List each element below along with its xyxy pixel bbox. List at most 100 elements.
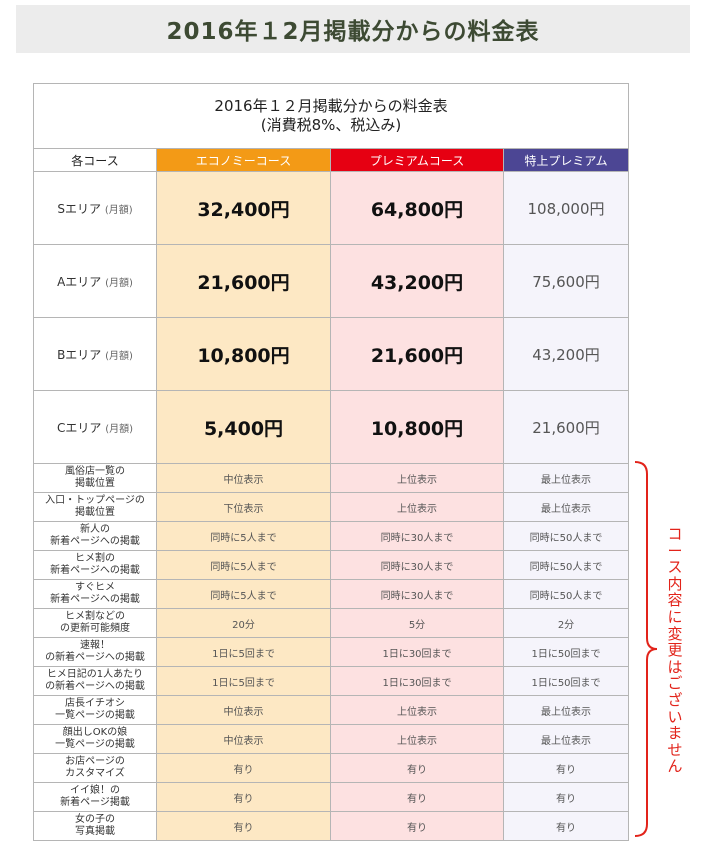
economy-price-value: 32,400円 xyxy=(197,198,290,221)
premium-feature-value: 同時に30人まで xyxy=(380,532,454,544)
premium-feature: 上位表示 xyxy=(330,463,504,493)
economy-feature-value: 中位表示 xyxy=(223,706,264,718)
economy-feature: 有り xyxy=(156,782,331,812)
feature-label-line: イイ娘！の xyxy=(70,785,120,796)
table-row: 女の子の 写真掲載 有り 有り 有り xyxy=(33,811,629,841)
premium-feature: 上位表示 xyxy=(330,492,504,522)
table-row: Aエリア (月額) 21,600円 43,200円 75,600円 xyxy=(33,244,629,318)
area-label: Aエリア (月額) xyxy=(33,244,157,318)
top-premium-feature: 最上位表示 xyxy=(503,724,629,754)
premium-feature: 有り xyxy=(330,782,504,812)
premium-feature-value: 上位表示 xyxy=(397,735,437,747)
economy-feature: 同時に5人まで xyxy=(156,550,331,580)
table-row: Bエリア (月額) 10,800円 21,600円 43,200円 xyxy=(33,317,629,391)
top-premium-feature-value: 同時に50人まで xyxy=(529,561,603,573)
feature-label-line: 新着ページへの掲載 xyxy=(50,565,140,576)
economy-feature-value: 有り xyxy=(233,764,254,776)
feature-label-line: 一覧ページの掲載 xyxy=(55,710,135,721)
table-row: すぐヒメ 新着ページへの掲載 同時に5人まで 同時に30人まで 同時に50人まで xyxy=(33,579,629,609)
top-premium-price: 21,600円 xyxy=(503,390,629,464)
economy-feature: 有り xyxy=(156,811,331,841)
feature-label-line: の新着ページへの掲載 xyxy=(45,652,145,663)
feature-label-line: ヒメ割の xyxy=(75,553,115,564)
premium-feature: 同時に30人まで xyxy=(330,579,504,609)
feature-label-line: 新着ページへの掲載 xyxy=(50,536,140,547)
table-row: イイ娘！の 新着ページ掲載 有り 有り 有り xyxy=(33,782,629,812)
area-unit: (月額) xyxy=(105,350,133,362)
top-premium-feature-value: 有り xyxy=(556,793,576,805)
top-premium-feature: 1日に50回まで xyxy=(503,666,629,696)
economy-feature-value: 中位表示 xyxy=(223,474,264,486)
economy-feature: 下位表示 xyxy=(156,492,331,522)
economy-feature-value: 同時に5人まで xyxy=(210,590,277,602)
feature-label-line: すぐヒメ xyxy=(75,582,115,593)
top-premium-feature-value: 同時に50人まで xyxy=(529,532,603,544)
top-premium-price: 108,000円 xyxy=(503,171,629,245)
feature-label-line: 新着ページへの掲載 xyxy=(50,594,140,605)
premium-price-value: 10,800円 xyxy=(370,417,464,440)
premium-feature-value: 上位表示 xyxy=(397,503,437,515)
area-unit: (月額) xyxy=(105,423,134,435)
economy-feature-value: 有り xyxy=(233,822,254,834)
feature-label-line: 新着ページ掲載 xyxy=(60,797,130,808)
economy-feature-value: 1日に5回まで xyxy=(212,648,275,660)
feature-label: イイ娘！の 新着ページ掲載 xyxy=(33,782,157,812)
feature-label-line: ヒメ日記の1人あたり xyxy=(46,669,144,680)
table-row: 新人の 新着ページへの掲載 同時に5人まで 同時に30人まで 同時に50人まで xyxy=(33,521,629,551)
top-premium-price-value: 43,200円 xyxy=(532,345,600,364)
table-row: 速報！ の新着ページへの掲載 1日に5回まで 1日に30回まで 1日に50回まで xyxy=(33,637,629,667)
premium-feature-value: 上位表示 xyxy=(397,706,437,718)
premium-feature-value: 有り xyxy=(407,793,427,805)
top-premium-price-value: 108,000円 xyxy=(527,199,605,218)
top-premium-feature: 最上位表示 xyxy=(503,492,629,522)
table-row: ヒメ日記の1人あたり の新着ページへの掲載 1日に5回まで 1日に30回まで 1日に50… xyxy=(33,666,629,696)
header-top-premium: 特上プレミアム xyxy=(503,148,629,172)
premium-feature: 有り xyxy=(330,811,504,841)
area-unit: (月額) xyxy=(105,277,133,289)
feature-label-line: ヒメ割などの xyxy=(65,611,125,622)
page-banner: 2016年１2月掲載分からの料金表 xyxy=(16,5,690,53)
area-label: Cエリア (月額) xyxy=(33,390,157,464)
feature-label-line: 一覧ページの掲載 xyxy=(55,739,135,750)
premium-feature-value: 有り xyxy=(407,822,427,834)
table-title-tax-note: (消費税8%、税込み) xyxy=(260,116,402,134)
economy-feature-value: 有り xyxy=(233,793,254,805)
premium-feature: 1日に30回まで xyxy=(330,666,504,696)
top-premium-feature-value: 最上位表示 xyxy=(541,503,591,515)
area-unit: (月額) xyxy=(104,204,133,216)
economy-feature-value: 1日に5回まで xyxy=(212,677,275,689)
top-premium-feature-value: 有り xyxy=(556,764,576,776)
area-label: Bエリア (月額) xyxy=(33,317,157,391)
feature-label: ヒメ割の 新着ページへの掲載 xyxy=(33,550,157,580)
premium-feature: 同時に30人まで xyxy=(330,550,504,580)
area-label: Sエリア (月額) xyxy=(33,171,157,245)
premium-feature: 5分 xyxy=(330,608,504,638)
feature-label-line: 速報！ xyxy=(80,640,110,651)
economy-feature: 同時に5人まで xyxy=(156,579,331,609)
feature-label: 店長イチオシ 一覧ページの掲載 xyxy=(33,695,157,725)
top-premium-price: 43,200円 xyxy=(503,317,629,391)
economy-price: 21,600円 xyxy=(156,244,331,318)
feature-label-line: 入口・トップページの xyxy=(45,495,145,506)
premium-feature-value: 有り xyxy=(407,764,427,776)
course-unchanged-note: コース内容に変更はございません xyxy=(667,525,683,776)
economy-feature: 20分 xyxy=(156,608,331,638)
premium-price: 21,600円 xyxy=(330,317,504,391)
premium-feature: 1日に30回まで xyxy=(330,637,504,667)
economy-price: 10,800円 xyxy=(156,317,331,391)
top-premium-price-value: 21,600円 xyxy=(532,418,600,437)
feature-label: 顔出しOKの娘 一覧ページの掲載 xyxy=(33,724,157,754)
top-premium-feature: 有り xyxy=(503,753,629,783)
top-premium-feature: 有り xyxy=(503,782,629,812)
header-premium: プレミアムコース xyxy=(330,148,504,172)
top-premium-feature-value: 1日に50回まで xyxy=(531,677,601,689)
premium-feature: 上位表示 xyxy=(330,695,504,725)
top-premium-price-value: 75,600円 xyxy=(532,272,600,291)
top-premium-price: 75,600円 xyxy=(503,244,629,318)
premium-feature-value: 上位表示 xyxy=(397,474,437,486)
feature-label: ヒメ日記の1人あたり の新着ページへの掲載 xyxy=(33,666,157,696)
feature-label-line: カスタマイズ xyxy=(65,768,125,779)
feature-label-line: の更新可能頻度 xyxy=(60,623,130,634)
premium-feature-value: 同時に30人まで xyxy=(380,561,454,573)
premium-feature-value: 同時に30人まで xyxy=(380,590,454,602)
